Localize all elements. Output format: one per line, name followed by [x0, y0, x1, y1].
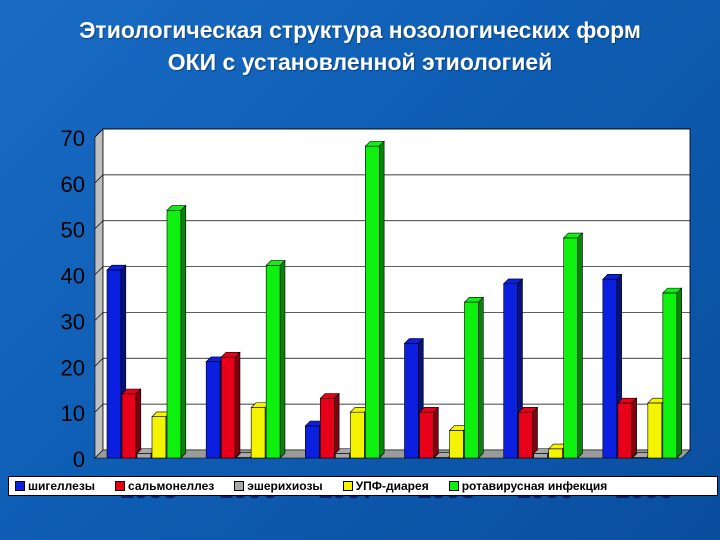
bar	[463, 296, 485, 459]
gridline	[94, 220, 690, 229]
legend-item: шигеллезы	[9, 479, 95, 493]
legend-label: ротавирусная инфекция	[461, 479, 608, 493]
legend-item: сальмонеллез	[109, 479, 214, 493]
legend-swatch	[448, 481, 459, 491]
legend-item: эшерихиозы	[228, 479, 323, 493]
gridline	[94, 266, 690, 275]
y-tick-label: 40	[61, 264, 85, 289]
plot-back-wall	[102, 128, 691, 451]
bar	[166, 204, 187, 459]
bar	[433, 451, 455, 459]
bar	[319, 392, 340, 459]
chart-title-line-2: ОКИ с установленной этиологией	[167, 49, 553, 75]
gridline	[94, 357, 690, 367]
legend-item: УПФ-диарея	[337, 479, 429, 493]
bar	[662, 287, 683, 459]
y-tick-label: 20	[61, 355, 85, 380]
legend-swatch	[15, 481, 25, 491]
legend-swatch	[234, 481, 245, 491]
chart-legend: шигеллезы сальмонеллез эшерихиозы УПФ-диаре…	[8, 476, 718, 496]
chart-title-line-1: Этиологическая структура нозологических …	[79, 17, 641, 43]
y-tick-label: 70	[61, 126, 85, 151]
legend-label: эшерихиозы	[247, 479, 323, 493]
bar	[220, 351, 241, 459]
legend-swatch	[342, 481, 353, 491]
bar	[562, 232, 584, 459]
legend-label: УПФ-диарея	[355, 479, 429, 493]
y-tick-label: 60	[61, 172, 85, 197]
legend-item: ротавирусная инфекция	[443, 479, 608, 493]
gridline	[94, 174, 690, 184]
gridline	[94, 403, 690, 413]
bar	[517, 406, 539, 459]
gridline	[94, 128, 690, 138]
legend-label: шигеллезы	[28, 479, 96, 493]
y-tick-label: 10	[61, 401, 85, 426]
bar	[418, 406, 440, 459]
bar	[121, 388, 142, 459]
bar	[364, 140, 385, 459]
y-tick-label: 50	[61, 218, 85, 243]
legend-label: сальмонеллез	[128, 479, 215, 493]
chart-title: Этиологическая структура нозологических …	[0, 14, 720, 78]
plot-side-wall	[94, 128, 104, 459]
legend-swatch	[115, 481, 126, 491]
bar	[617, 397, 638, 459]
bar	[265, 259, 286, 459]
y-tick-label: 30	[61, 309, 85, 334]
gridline	[94, 312, 690, 321]
y-tick-label: 0	[73, 447, 85, 472]
